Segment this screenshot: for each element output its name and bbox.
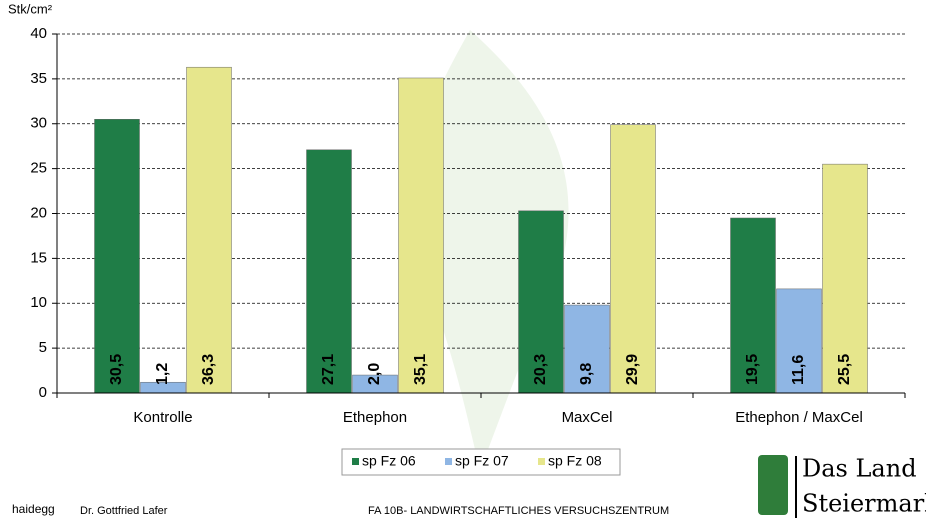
value-label: 19,5 [744,354,761,385]
bar [306,149,352,394]
bar [730,217,776,394]
x-tick-label: Ethephon / MaxCel [735,409,863,426]
bar [776,288,822,394]
logo-right-1: Das Land [802,455,917,483]
legend-box [341,448,621,476]
legend-marker [538,458,545,465]
bar [518,210,564,394]
author: Dr. Gottfried Lafer [80,505,168,517]
x-tick-label: Ethephon [343,409,407,426]
bar [822,163,868,394]
y-axis-label: Stk/cm² [8,1,53,16]
y-tick-label: 40 [30,25,47,42]
value-label: 27,1 [320,354,337,385]
y-tick-label: 30 [30,115,47,132]
legend-label: sp Fz 06 [362,453,416,469]
value-label: 1,2 [154,363,171,385]
bar [186,66,232,394]
value-label: 25,5 [836,354,853,385]
bar [564,304,610,394]
logo-left: haidegg [12,502,55,516]
legend-marker [352,458,359,465]
bar [94,119,140,394]
value-label: 36,3 [200,354,217,385]
value-label: 20,3 [532,354,549,385]
y-tick-label: 25 [30,160,47,177]
legend-label: sp Fz 08 [548,453,602,469]
bar [610,124,656,394]
legend-label: sp Fz 07 [455,453,509,469]
value-label: 11,6 [790,355,807,385]
bar [398,77,444,394]
y-tick-label: 0 [39,384,47,401]
value-label: 2,0 [366,363,383,385]
value-label: 9,8 [578,363,595,385]
x-tick-label: MaxCel [562,409,613,426]
x-tick-label: Kontrolle [133,409,192,426]
y-tick-label: 10 [30,294,47,311]
logo-right-2: Steiermark [802,490,926,518]
value-label: 29,9 [624,354,641,385]
y-tick-label: 5 [39,339,47,356]
value-label: 30,5 [108,354,125,385]
legend-marker [445,458,452,465]
y-tick-label: 35 [30,70,47,87]
coat-of-arms [758,455,788,515]
value-label: 35,1 [412,354,429,385]
y-tick-label: 20 [30,204,47,221]
background-leaf [409,30,569,470]
institution: FA 10B- LANDWIRTSCHAFTLICHES VERSUCHSZEN… [368,505,669,517]
y-tick-label: 15 [30,249,47,266]
